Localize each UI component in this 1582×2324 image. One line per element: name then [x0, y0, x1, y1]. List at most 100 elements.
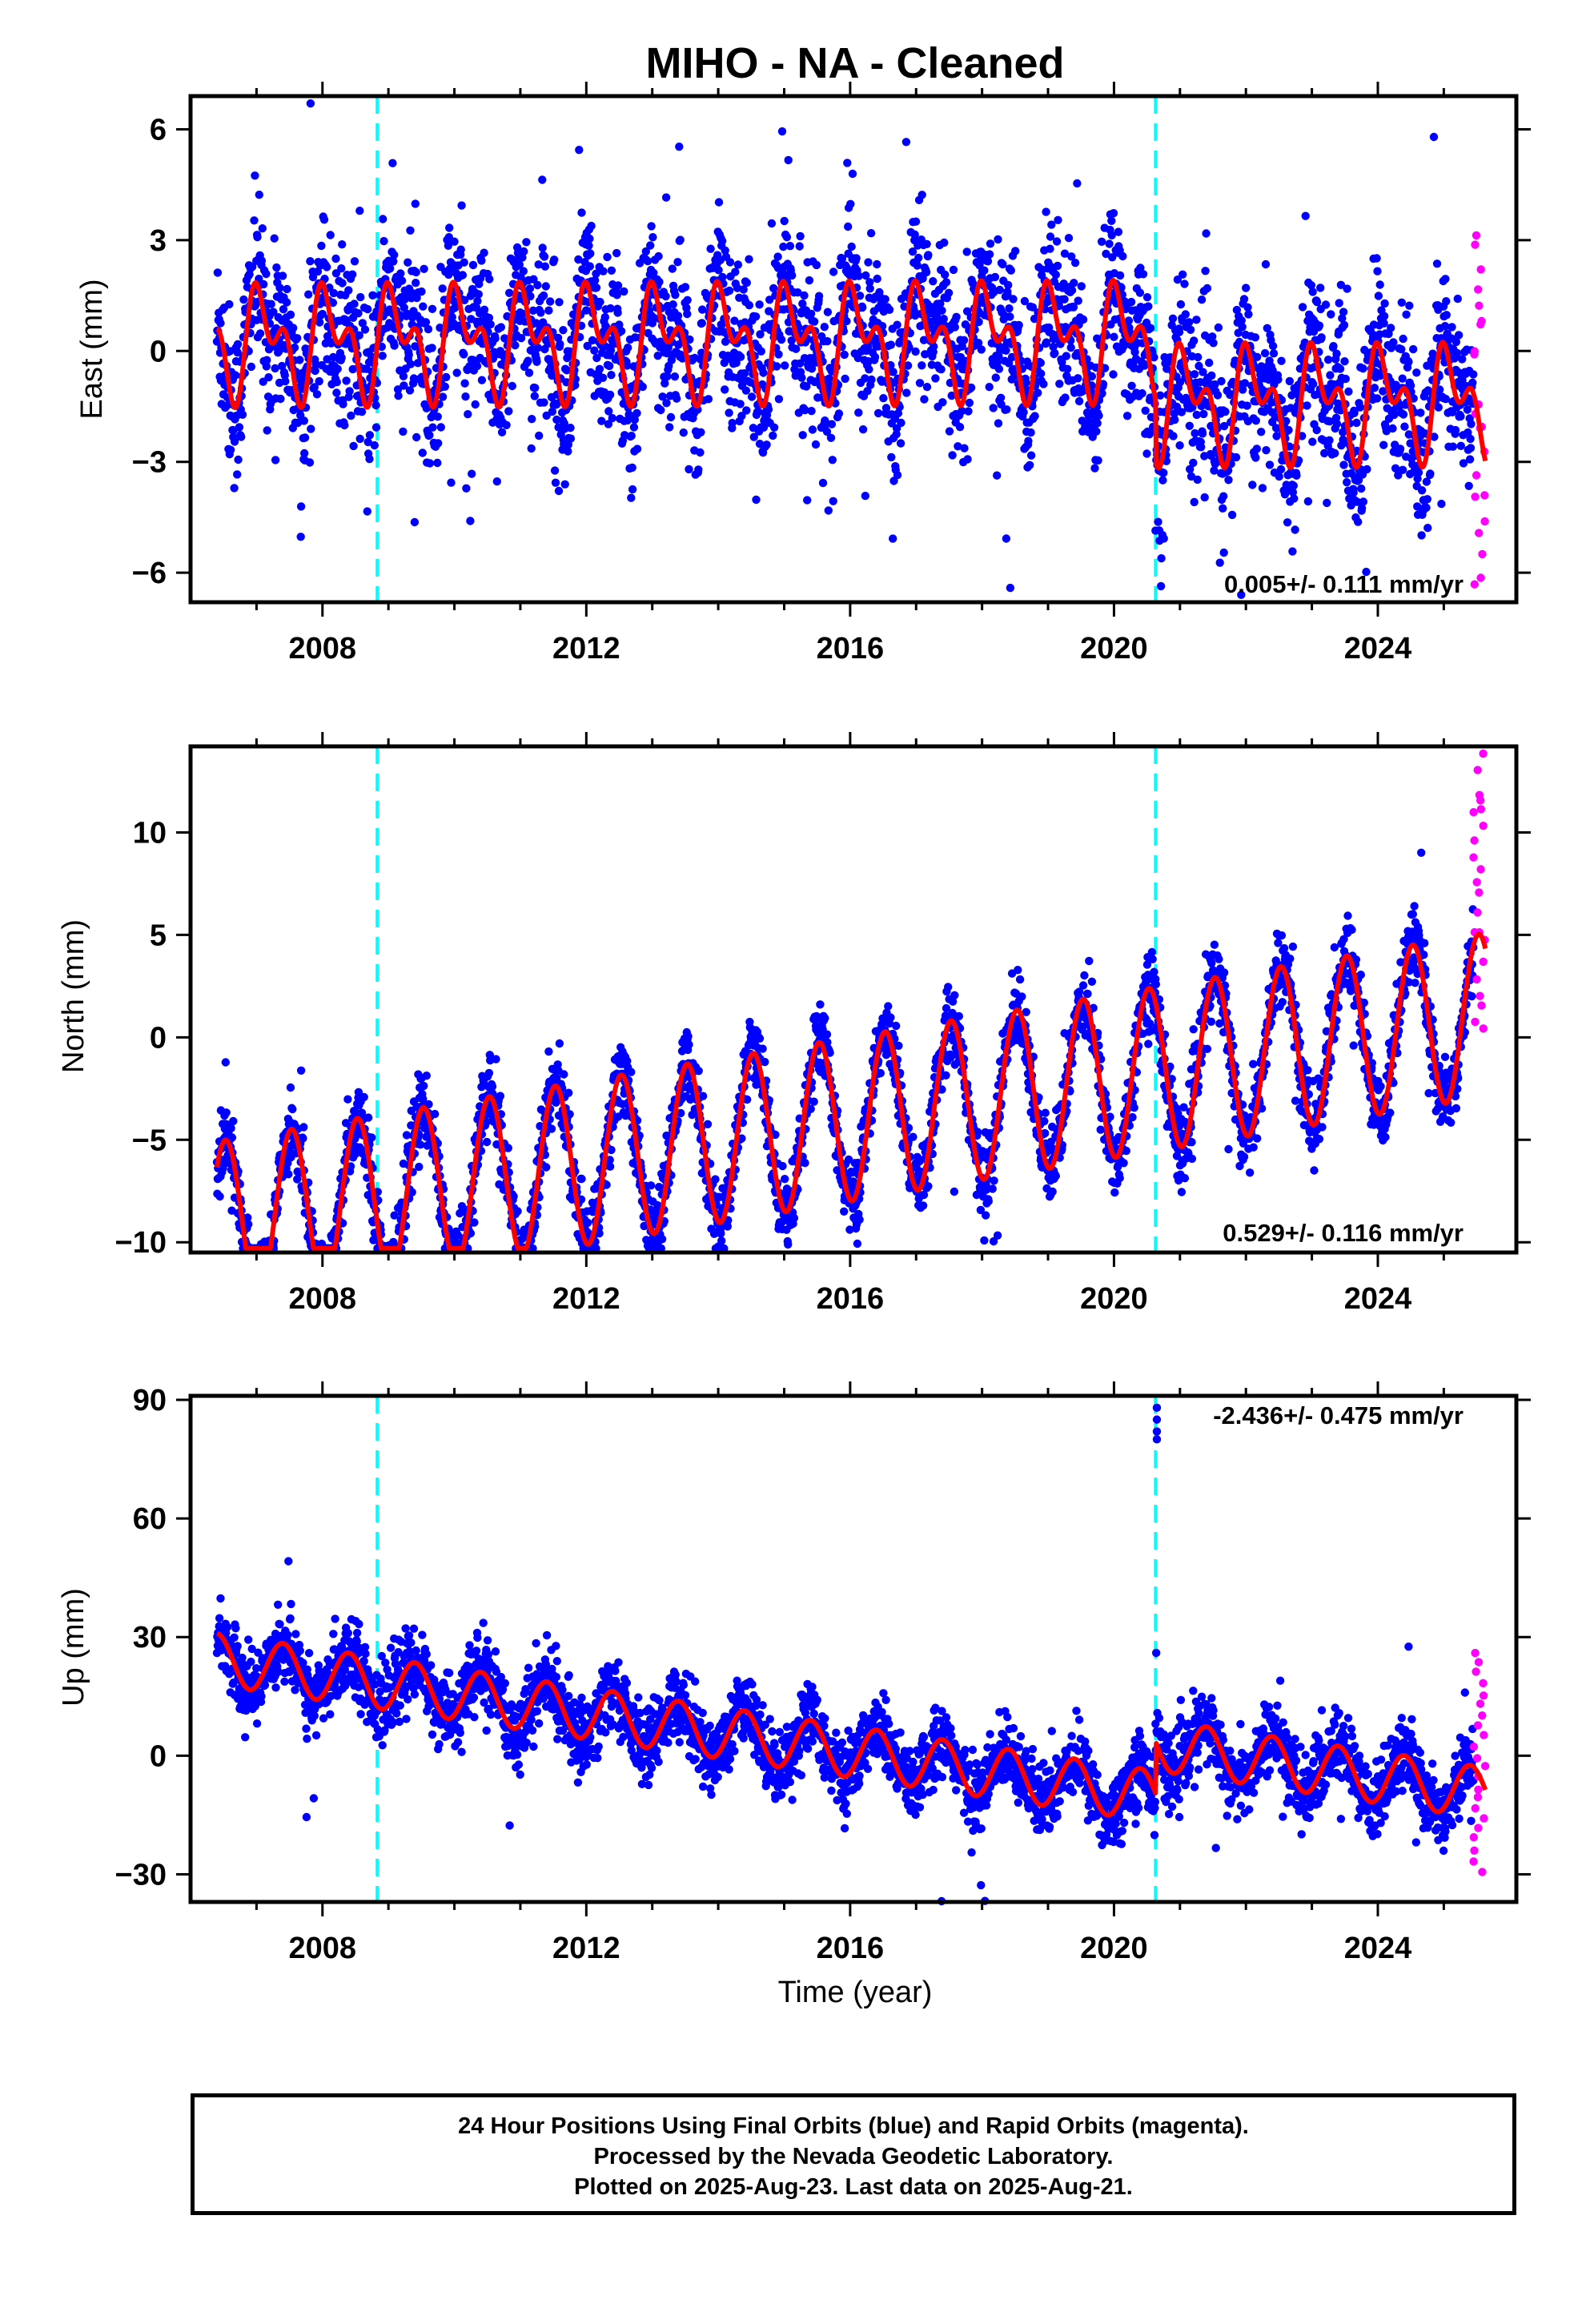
final-orbit-point: [508, 381, 516, 391]
final-orbit-point: [656, 405, 665, 415]
final-orbit-point: [460, 350, 468, 359]
final-orbit-point: [755, 300, 764, 309]
final-orbit-point: [1340, 357, 1349, 366]
final-orbit-point: [502, 420, 511, 429]
final-orbit-point: [1437, 500, 1446, 509]
final-orbit-point: [1060, 295, 1069, 304]
final-orbit-point: [754, 408, 763, 416]
final-orbit-point: [1317, 333, 1326, 342]
final-orbit-point: [1050, 348, 1059, 358]
final-orbit-point: [497, 428, 507, 436]
final-orbit-point: [769, 423, 779, 432]
final-orbit-point: [293, 334, 302, 343]
final-orbit-point: [696, 448, 705, 457]
final-orbit-point: [643, 256, 652, 266]
final-orbit-point: [535, 431, 544, 440]
final-orbit-point: [486, 320, 495, 329]
final-orbit-point: [1323, 356, 1333, 364]
final-orbit-point: [1061, 393, 1070, 402]
final-orbit-point: [1169, 432, 1178, 440]
final-orbit-point: [608, 413, 616, 423]
final-orbit-point: [1414, 468, 1423, 477]
final-orbit-point: [222, 1108, 231, 1117]
final-orbit-point: [290, 343, 299, 352]
final-orbit-point: [1291, 525, 1299, 534]
final-orbit-point: [574, 255, 583, 264]
final-orbit-point: [1227, 510, 1237, 520]
final-orbit-point: [1006, 583, 1015, 593]
final-orbit-point: [606, 304, 615, 313]
final-orbit-point: [600, 312, 609, 322]
final-orbit-point: [237, 432, 246, 441]
final-orbit-point: [304, 290, 313, 299]
final-orbit-point: [1209, 339, 1218, 348]
final-orbit-point: [866, 229, 876, 238]
final-orbit-point: [812, 260, 821, 270]
rapid-orbit-point: [1474, 285, 1483, 294]
final-orbit-point: [1389, 338, 1398, 347]
final-orbit-point: [536, 308, 545, 317]
final-orbit-point: [774, 350, 783, 359]
final-orbit-point: [1399, 334, 1407, 344]
final-orbit-point: [438, 392, 448, 401]
final-orbit-point: [477, 256, 486, 265]
final-orbit-point: [796, 231, 805, 241]
final-orbit-point: [797, 373, 806, 382]
final-orbit-point: [445, 223, 454, 232]
final-orbit-point: [977, 345, 986, 354]
final-orbit-point: [1192, 316, 1201, 324]
final-orbit-point: [306, 99, 315, 108]
final-orbit-point: [562, 366, 572, 375]
final-orbit-point: [867, 375, 876, 384]
final-orbit-point: [960, 444, 969, 452]
final-orbit-point: [949, 265, 958, 275]
final-orbit-point: [344, 286, 353, 295]
final-orbit-point: [780, 216, 789, 226]
final-orbit-point: [405, 386, 415, 395]
final-orbit-point: [623, 361, 632, 370]
final-orbit-point: [544, 1047, 553, 1056]
final-orbit-point: [1180, 279, 1189, 288]
final-orbit-point: [938, 398, 947, 407]
final-orbit-point: [317, 241, 326, 251]
final-orbit-point: [411, 199, 420, 208]
final-orbit-point: [1248, 480, 1257, 489]
final-orbit-point: [464, 410, 472, 419]
final-orbit-point: [616, 327, 626, 336]
final-orbit-point: [1200, 493, 1209, 502]
final-orbit-point: [234, 455, 243, 464]
final-orbit-point: [963, 455, 972, 464]
final-orbit-point: [1197, 443, 1206, 452]
final-orbit-point: [233, 340, 243, 348]
final-orbit-point: [627, 493, 636, 502]
final-orbit-point: [1323, 498, 1331, 508]
final-orbit-point: [733, 260, 743, 269]
final-orbit-point: [564, 1088, 573, 1097]
final-orbit-point: [1126, 297, 1136, 307]
rapid-orbit-point: [1478, 549, 1487, 559]
final-orbit-point: [271, 456, 280, 464]
final-orbit-point: [350, 257, 359, 266]
final-orbit-point: [844, 222, 853, 231]
final-orbit-point: [782, 232, 792, 242]
final-orbit-point: [1363, 464, 1371, 474]
final-orbit-point: [864, 258, 873, 267]
final-orbit-point: [808, 425, 817, 434]
final-orbit-point: [1203, 283, 1212, 293]
final-orbit-point: [590, 346, 599, 355]
final-orbit-point: [612, 291, 621, 300]
final-orbit-point: [1138, 389, 1146, 398]
final-orbit-point: [230, 437, 239, 446]
final-orbit-point: [288, 1104, 297, 1114]
final-orbit-point: [541, 282, 550, 291]
final-orbit-point: [1395, 444, 1405, 453]
final-orbit-point: [683, 309, 692, 319]
final-orbit-point: [264, 373, 273, 382]
final-orbit-point: [873, 259, 881, 269]
final-orbit-point: [994, 364, 1004, 373]
final-orbit-point: [1115, 271, 1125, 280]
final-orbit-point: [607, 371, 616, 380]
final-orbit-point: [591, 275, 600, 285]
final-orbit-point: [390, 341, 399, 350]
final-orbit-point: [670, 372, 680, 381]
